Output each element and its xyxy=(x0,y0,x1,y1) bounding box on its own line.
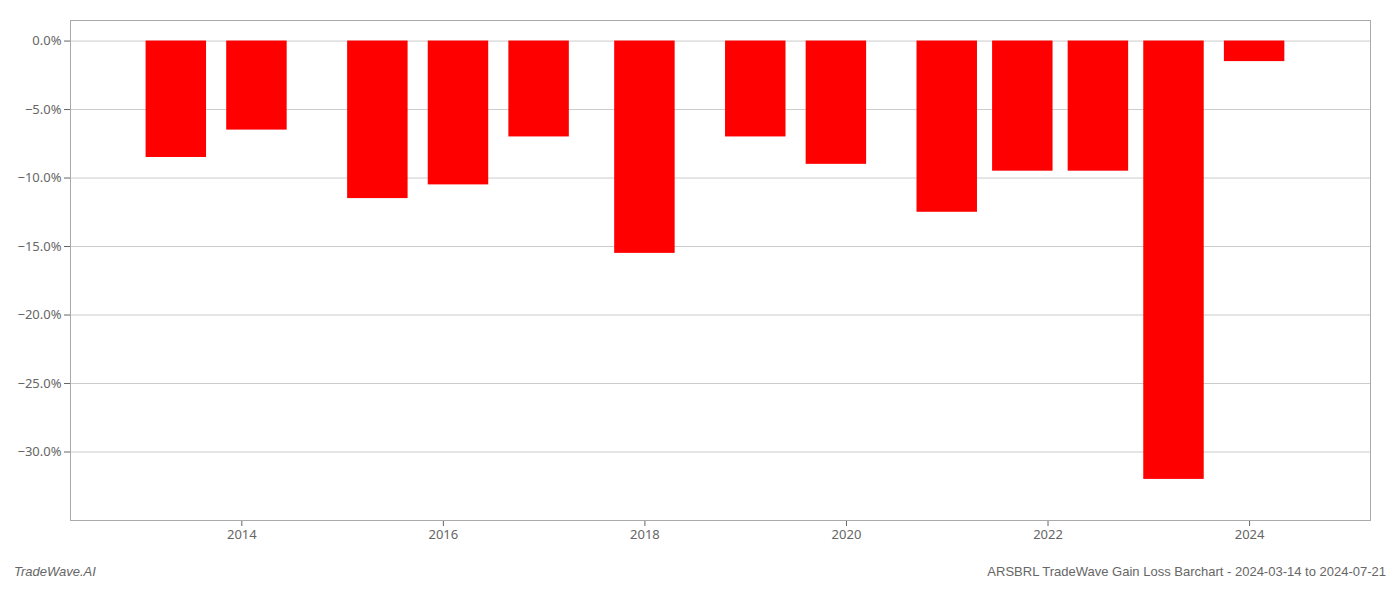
svg-text:2018: 2018 xyxy=(630,525,660,543)
svg-text:−25.0%: −25.0% xyxy=(17,374,61,392)
svg-text:−20.0%: −20.0% xyxy=(17,305,61,323)
svg-text:2014: 2014 xyxy=(227,525,257,543)
svg-text:2022: 2022 xyxy=(1033,525,1063,543)
svg-text:2016: 2016 xyxy=(428,525,458,543)
svg-text:−30.0%: −30.0% xyxy=(17,442,61,460)
svg-text:−10.0%: −10.0% xyxy=(17,168,61,186)
svg-text:−5.0%: −5.0% xyxy=(25,100,62,118)
svg-text:2024: 2024 xyxy=(1235,525,1265,543)
svg-text:2020: 2020 xyxy=(832,525,862,543)
html-text:TradeWave.AI: TradeWave.AI xyxy=(14,564,96,579)
svg-text:0.0%: 0.0% xyxy=(32,31,61,49)
html-text:ARSBRL TradeWave Gain Loss Bar: ARSBRL TradeWave Gain Loss Barchart - 20… xyxy=(987,564,1386,579)
svg-text:−15.0%: −15.0% xyxy=(17,237,61,255)
